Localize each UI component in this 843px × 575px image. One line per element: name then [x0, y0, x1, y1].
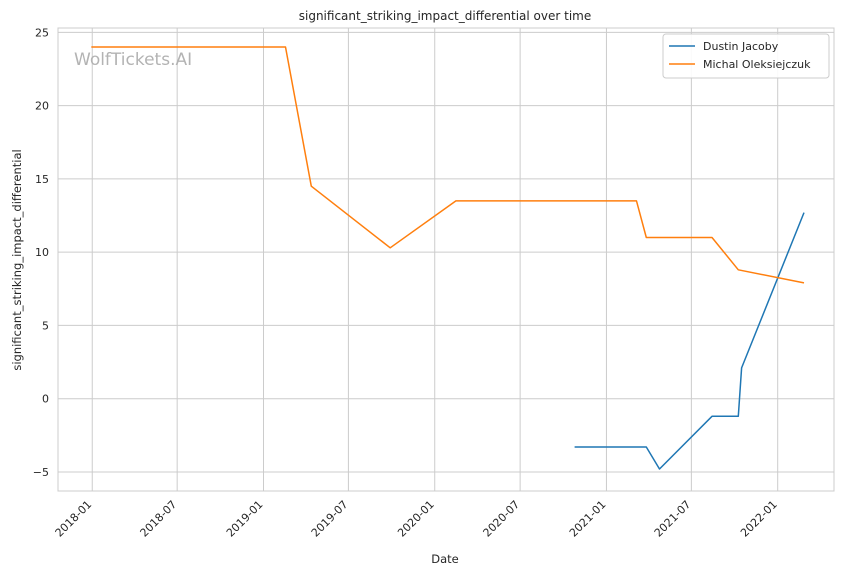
legend-label: Michal Oleksiejczuk [703, 58, 811, 71]
legend-box [662, 33, 830, 79]
legend: Dustin Jacoby Michal Oleksiejczuk [662, 33, 830, 79]
series-line-1 [91, 46, 805, 284]
x-axis-title: Date [431, 552, 459, 566]
y-tick-label: −5 [33, 466, 49, 479]
plot-area: 2018-01 2018-07 2019-01 2019-07 2020-01 2020-… [33, 26, 835, 540]
y-tick-label: 25 [35, 26, 49, 39]
y-axis-title: significant_striking_impact_differential [10, 149, 24, 370]
y-tick-label: 15 [35, 173, 49, 186]
y-tick-label: 0 [42, 393, 49, 406]
chart-title: significant_striking_impact_differential… [299, 9, 591, 23]
y-tick-label: 5 [42, 319, 49, 332]
plot-border [57, 27, 835, 492]
watermark: WolfTickets.AI [74, 50, 192, 70]
series-line-0 [574, 212, 805, 470]
legend-label: Dustin Jacoby [703, 40, 779, 53]
plot-background [58, 28, 834, 491]
y-tick-label: 20 [35, 100, 49, 113]
y-tick-label: 10 [35, 246, 49, 259]
